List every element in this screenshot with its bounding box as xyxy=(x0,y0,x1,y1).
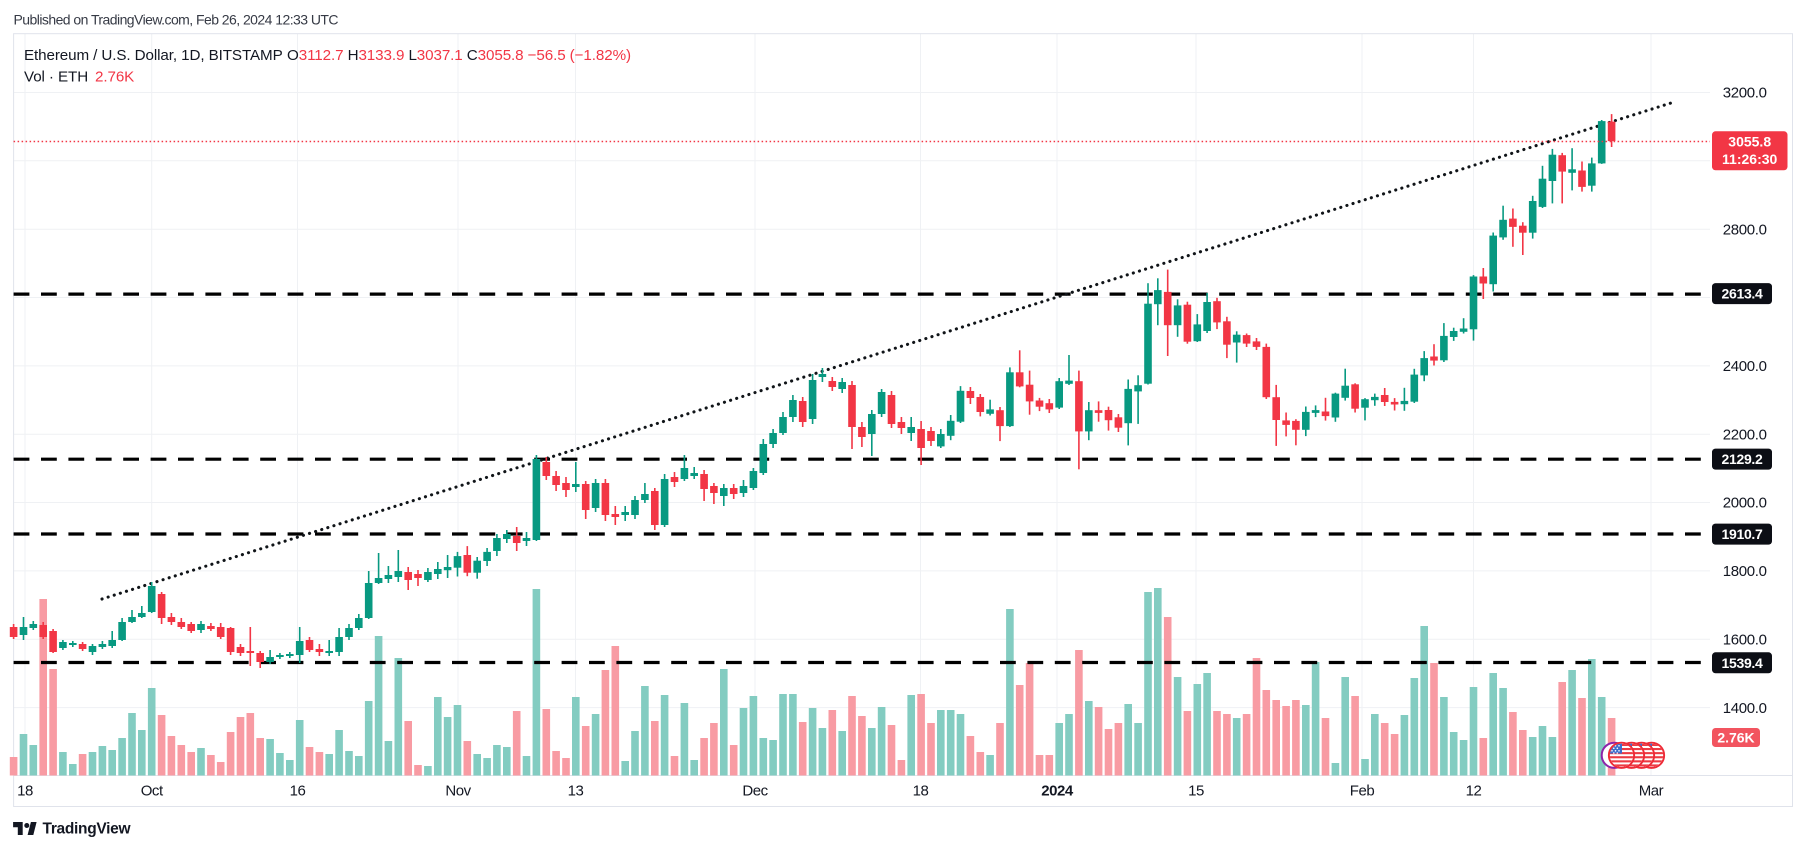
svg-text:1800.0: 1800.0 xyxy=(1723,563,1767,580)
svg-text:13: 13 xyxy=(568,782,584,799)
svg-text:Ethereum / U.S. Dollar, 1D, BI: Ethereum / U.S. Dollar, 1D, BITSTAMP xyxy=(24,47,283,64)
svg-text:18: 18 xyxy=(913,782,929,799)
svg-text:2024: 2024 xyxy=(1041,782,1074,799)
svg-text:Nov: Nov xyxy=(445,782,471,799)
svg-text:2400.0: 2400.0 xyxy=(1723,358,1767,375)
svg-text:3200.0: 3200.0 xyxy=(1723,85,1767,102)
svg-text:15: 15 xyxy=(1188,782,1204,799)
svg-text:2200.0: 2200.0 xyxy=(1723,426,1767,443)
svg-text:Oct: Oct xyxy=(141,782,164,799)
svg-text:16: 16 xyxy=(290,782,306,799)
svg-text:1539.4: 1539.4 xyxy=(1721,655,1763,671)
svg-text:TradingView: TradingView xyxy=(43,820,132,837)
svg-text:2.76K: 2.76K xyxy=(95,69,134,86)
svg-text:11:26:30: 11:26:30 xyxy=(1722,151,1777,167)
svg-text:2000.0: 2000.0 xyxy=(1723,495,1767,512)
svg-text:Published on TradingView.com,: Published on TradingView.com, Feb 26, 20… xyxy=(14,12,339,28)
svg-text:3055.8: 3055.8 xyxy=(1728,133,1771,149)
svg-text:O3112.7 H3133.9 L3037.1 C3055.: O3112.7 H3133.9 L3037.1 C3055.8 −56.5 (−… xyxy=(287,47,631,64)
svg-text:1400.0: 1400.0 xyxy=(1723,700,1767,717)
svg-text:Mar: Mar xyxy=(1639,782,1664,799)
svg-text:Vol · ETH: Vol · ETH xyxy=(24,69,88,86)
svg-text:2800.0: 2800.0 xyxy=(1723,221,1767,238)
svg-text:2613.4: 2613.4 xyxy=(1721,286,1763,302)
svg-text:Feb: Feb xyxy=(1350,782,1375,799)
svg-text:Dec: Dec xyxy=(742,782,768,799)
svg-text:2.76K: 2.76K xyxy=(1717,730,1754,746)
svg-text:1910.7: 1910.7 xyxy=(1721,526,1763,542)
svg-text:12: 12 xyxy=(1466,782,1482,799)
svg-text:2129.2: 2129.2 xyxy=(1721,451,1763,467)
svg-text:18: 18 xyxy=(17,782,33,799)
svg-text:1600.0: 1600.0 xyxy=(1723,631,1767,648)
